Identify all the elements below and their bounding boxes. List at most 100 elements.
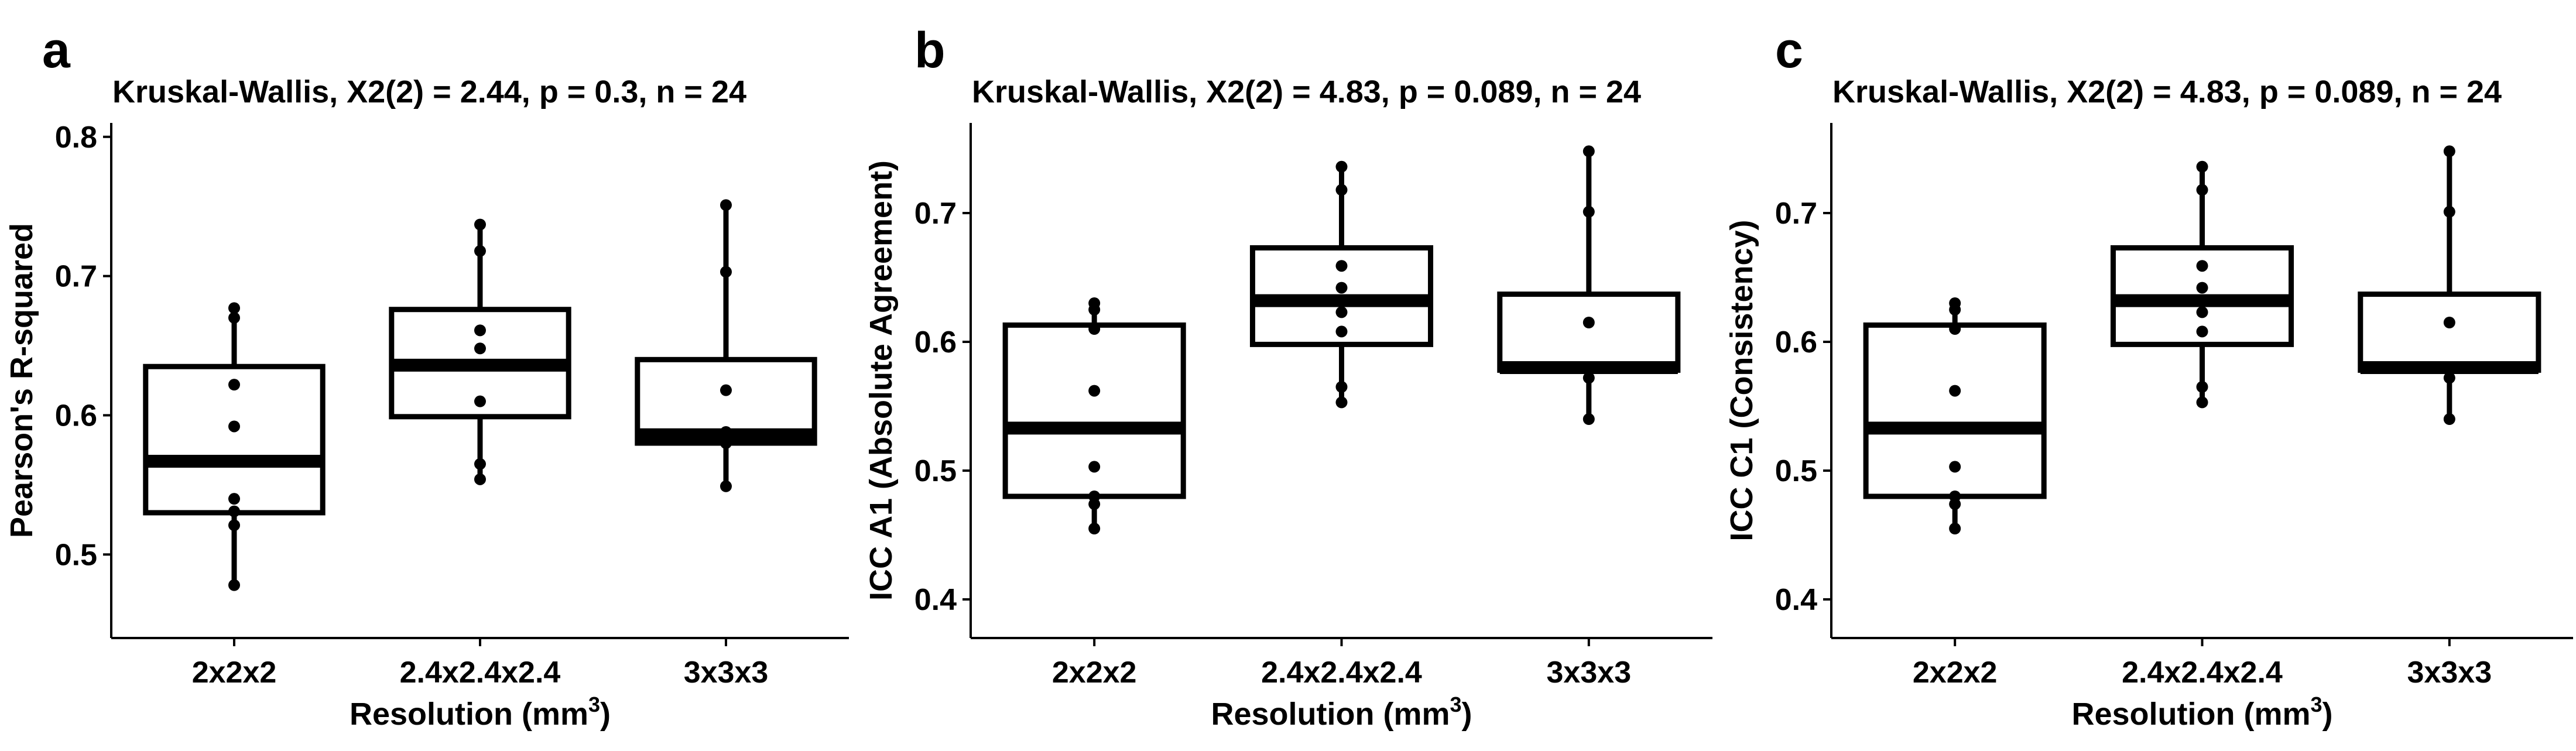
data-point xyxy=(2196,381,2208,393)
data-point xyxy=(2196,160,2208,173)
box-3x3x3 xyxy=(635,199,817,492)
data-point xyxy=(2443,413,2455,425)
x-axis-title-superscript: 3 xyxy=(1450,692,1462,716)
x-tick-label: 2.4x2.4x2.4 xyxy=(2122,656,2283,690)
data-point xyxy=(1335,396,1348,409)
data-point xyxy=(720,199,732,211)
box-2.4x2.4x2.4 xyxy=(389,218,571,485)
data-point xyxy=(1949,498,1961,510)
x-axis-title: Resolution (mm3) xyxy=(2071,692,2332,732)
y-tick-label: 0.6 xyxy=(914,325,957,359)
x-tick-label: 2x2x2 xyxy=(1052,656,1137,690)
panel-b: b Kruskal-Wallis, X2(2) = 4.83, p = 0.089… xyxy=(864,22,1712,732)
x-axis-title: Resolution (mm3) xyxy=(1211,692,1472,732)
data-point xyxy=(2196,184,2208,196)
data-point xyxy=(1582,317,1595,328)
x-axis-title-main: Resolution (mm xyxy=(1211,697,1450,732)
data-point xyxy=(2196,306,2208,318)
data-point xyxy=(474,245,486,257)
y-axis-title: Pearson's R-squared xyxy=(4,223,39,538)
data-point xyxy=(228,311,240,324)
data-point xyxy=(1335,306,1348,318)
y-tick-label: 0.7 xyxy=(1775,197,1817,231)
data-point xyxy=(2196,260,2208,272)
x-tick-label: 2.4x2.4x2.4 xyxy=(400,656,561,690)
box-3x3x3 xyxy=(1497,145,1681,425)
data-point xyxy=(1949,523,1961,534)
data-point xyxy=(228,420,240,433)
data-point xyxy=(474,218,486,231)
x-tick-label: 3x3x3 xyxy=(684,656,769,690)
data-point xyxy=(2443,372,2455,384)
data-point xyxy=(1949,304,1961,316)
box-2x2x2 xyxy=(1002,297,1186,534)
panel-a: a Kruskal-Wallis, X2(2) = 2.44, p = 0.3, … xyxy=(4,22,849,732)
x-axis-title-close: ) xyxy=(2322,697,2333,732)
data-point xyxy=(2443,317,2455,328)
data-point xyxy=(1335,325,1348,338)
chart-subtitle: Kruskal-Wallis, X2(2) = 4.83, p = 0.089,… xyxy=(972,74,1641,109)
data-point xyxy=(2443,145,2455,157)
data-point xyxy=(1949,461,1961,473)
data-point xyxy=(1582,145,1595,157)
chart-subtitle: Kruskal-Wallis, X2(2) = 2.44, p = 0.3, n… xyxy=(112,74,746,109)
x-axis-title-main: Resolution (mm xyxy=(2071,697,2310,732)
data-point xyxy=(228,493,240,505)
data-point xyxy=(228,519,240,531)
y-tick-label: 0.5 xyxy=(1775,454,1817,488)
data-point xyxy=(1335,282,1348,294)
iqr-box xyxy=(143,364,326,516)
data-point xyxy=(2443,205,2455,218)
data-point xyxy=(720,266,732,278)
data-point xyxy=(1335,381,1348,393)
y-tick-label: 0.7 xyxy=(914,197,957,231)
data-point xyxy=(1335,184,1348,196)
data-point xyxy=(2196,325,2208,338)
y-tick-label: 0.7 xyxy=(55,260,97,294)
data-point xyxy=(1949,385,1961,397)
data-point xyxy=(1582,413,1595,425)
data-point xyxy=(1335,160,1348,173)
iqr-box xyxy=(2358,292,2541,373)
data-point xyxy=(1088,498,1101,510)
iqr-box xyxy=(1497,292,1681,373)
data-point xyxy=(1582,205,1595,218)
y-axis-title: ICC A1 (Absolute Agreement) xyxy=(864,160,899,601)
x-axis-title-close: ) xyxy=(1462,697,1472,732)
x-tick-label: 2x2x2 xyxy=(192,656,277,690)
data-point xyxy=(1088,323,1101,335)
panel-c: c Kruskal-Wallis, X2(2) = 4.83, p = 0.089… xyxy=(1724,22,2573,732)
chart-subtitle: Kruskal-Wallis, X2(2) = 4.83, p = 0.089,… xyxy=(1832,74,2502,109)
x-tick-label: 2.4x2.4x2.4 xyxy=(1261,656,1422,690)
box-2x2x2 xyxy=(143,302,326,591)
x-axis-title-superscript: 3 xyxy=(588,692,600,716)
data-point xyxy=(720,437,732,450)
data-point xyxy=(228,505,240,517)
x-axis-title: Resolution (mm3) xyxy=(350,692,611,732)
data-point xyxy=(720,480,732,492)
y-tick-label: 0.6 xyxy=(55,399,97,433)
data-point xyxy=(474,395,486,407)
data-point xyxy=(474,324,486,337)
x-axis-title-superscript: 3 xyxy=(2311,692,2322,716)
panel-letter: b xyxy=(914,22,946,78)
x-axis-title-close: ) xyxy=(600,697,611,732)
x-tick-label: 3x3x3 xyxy=(1547,656,1632,690)
box-3x3x3 xyxy=(2358,145,2541,425)
data-point xyxy=(2196,396,2208,409)
data-point xyxy=(474,458,486,470)
data-point xyxy=(720,426,732,438)
data-point xyxy=(1949,323,1961,335)
data-point xyxy=(1088,304,1101,316)
data-point xyxy=(1582,372,1595,384)
x-tick-label: 3x3x3 xyxy=(2407,656,2492,690)
y-tick-label: 0.5 xyxy=(55,538,97,572)
data-point xyxy=(2196,282,2208,294)
y-axis-title: ICC C1 (Consistency) xyxy=(1724,220,1759,541)
box-2.4x2.4x2.4 xyxy=(1249,160,1434,409)
data-point xyxy=(1088,461,1101,473)
box-2.4x2.4x2.4 xyxy=(2110,160,2294,409)
data-point xyxy=(474,342,486,355)
x-axis-title-main: Resolution (mm xyxy=(350,697,588,732)
